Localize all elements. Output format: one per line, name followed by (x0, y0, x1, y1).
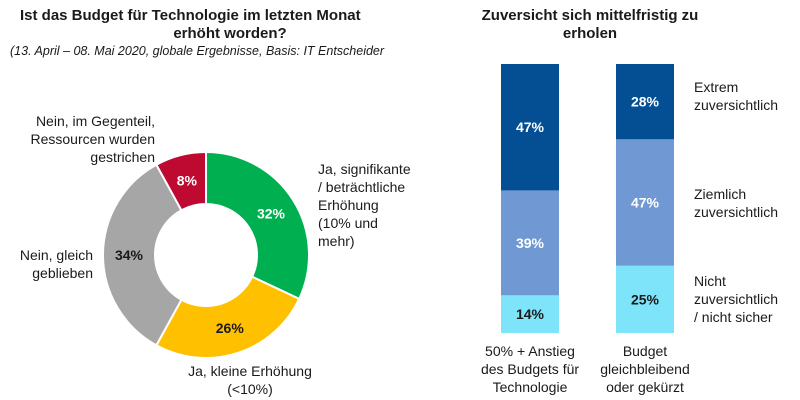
donut-category-label-small-increase: Ja, kleine Erhöhung (<10%) (150, 362, 350, 398)
label-line: Ja, kleine Erhöhung (188, 363, 312, 379)
stacked-bar-chart: 14% 39% 47% 25% 47% 28% (501, 64, 674, 333)
label-line: Extrem (694, 78, 739, 95)
bar-value-label-extremely-confident-2: 28% (631, 94, 660, 110)
label-line: oder gekürzt (606, 379, 684, 395)
pie-chart-title-line1: Ist das Budget für Technologie im letzte… (20, 7, 361, 24)
label-line: Erhöhung (318, 197, 379, 213)
label-line: des Budgets für (480, 361, 580, 377)
bar-legend-label-extremely-confident: Extrem zuversichtlich (694, 78, 798, 114)
bar-value-label-extremely-confident-1: 47% (516, 119, 545, 135)
donut-value-label-unchanged: 34% (115, 247, 144, 263)
label-line: 50% + Anstieg (485, 343, 575, 359)
bar-segment-fairly-confident-1 (501, 190, 559, 296)
bar-segment-extremely-confident-2 (616, 64, 674, 140)
pie-chart-title: Ist das Budget für Technologie im letzte… (20, 7, 440, 43)
label-line: Nicht (694, 273, 726, 290)
label-line: (<10%) (227, 381, 273, 397)
label-line: / nicht sicher (694, 309, 773, 326)
label-line: Budget (622, 343, 668, 359)
bar-segment-not-confident-2 (616, 265, 674, 333)
bar-value-label-fairly-confident-2: 47% (631, 195, 660, 211)
pie-chart-subtitle: (13. April – 08. Mai 2020, globale Ergeb… (10, 44, 385, 58)
donut-category-label-reduced: Nein, im Gegenteil, Ressourcen wurden gest… (5, 112, 155, 166)
label-line: zuversichtlich (694, 291, 779, 308)
bar-chart-title-line2: erholen (562, 25, 618, 42)
label-line: Ziemlich (694, 185, 747, 202)
label-line: Technologie (492, 379, 568, 395)
donut-slice-small-increase (155, 275, 301, 359)
label-line: mehr) (318, 233, 355, 249)
donut-slice-reduced (155, 150, 207, 212)
donut-category-label-significant-increase: Ja, signifikante / beträchtliche Erhöhung (… (318, 160, 448, 250)
label-line: gleichbleibend (600, 361, 690, 377)
bar-category-label-1: 50% + Anstieg des Budgets für Technologie (470, 342, 590, 396)
bar-segment-fairly-confident-2 (616, 139, 674, 266)
label-line: (10% und (318, 215, 378, 231)
bar-segment-extremely-confident-1 (501, 64, 559, 191)
label-line: Ressourcen wurden (30, 131, 155, 147)
pie-chart-title-line2: erhöht worden? (173, 25, 287, 42)
bar-legend-label-not-confident: Nicht zuversichtlich / nicht sicher (694, 272, 798, 326)
label-line: Nein, im Gegenteil, (35, 113, 155, 129)
donut-slice-unchanged (102, 163, 183, 347)
donut-value-label-reduced: 8% (177, 172, 198, 188)
donut-value-label-small-increase: 26% (216, 320, 245, 336)
bar-category-label-2: Budget gleichbleibend oder gekürzt (585, 342, 705, 396)
bar-value-label-fairly-confident-1: 39% (516, 235, 545, 251)
donut-value-label-significant-increase: 32% (257, 206, 286, 222)
bar-value-label-not-confident-2: 25% (631, 291, 660, 307)
label-line: zuversichtlich (694, 96, 779, 113)
label-line: zuversichtlich (694, 203, 779, 220)
bar-value-label-not-confident-1: 14% (516, 306, 545, 322)
label-line: / beträchtliche (318, 179, 406, 195)
label-line: geblieben (32, 265, 93, 281)
bar-legend-label-fairly-confident: Ziemlich zuversichtlich (694, 185, 798, 221)
donut-category-label-unchanged: Nein, gleich geblieben (5, 246, 93, 282)
bar-segment-not-confident-1 (501, 295, 559, 333)
label-line: gestrichen (90, 149, 155, 165)
bar-chart-title-line1: Zuversicht sich mittelfristig zu (481, 7, 699, 24)
label-line: Ja, signifikante (318, 161, 411, 177)
donut-chart: 32% 26% 34% 8% (102, 150, 310, 359)
donut-slice-significant-increase (205, 150, 310, 301)
label-line: Nein, gleich (19, 247, 93, 263)
bar-chart-title: Zuversicht sich mittelfristig zu erholen (470, 7, 710, 43)
